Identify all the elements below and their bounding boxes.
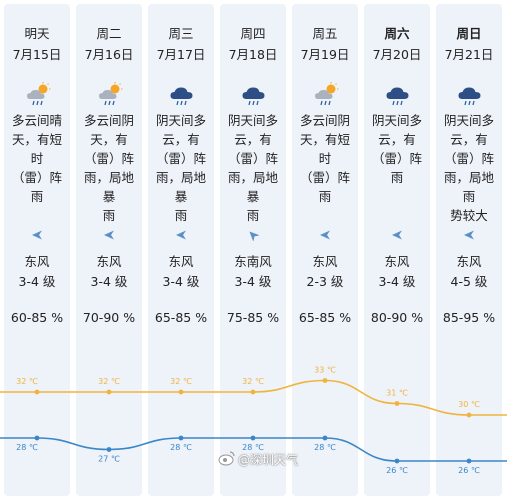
weather-description: 阴天间多 云，有 （雷）阵 雨，局地雨 势较大	[443, 113, 494, 223]
weather-description: 阴天间多 云，有 （雷）阵 雨，局地暴 雨	[155, 113, 206, 223]
high-temperature-label: 32 ℃	[170, 377, 192, 386]
cloud-rain-icon	[168, 82, 196, 106]
low-temperature-point	[106, 447, 112, 452]
high-temperature-point	[394, 401, 400, 406]
low-temperature-point	[394, 458, 400, 464]
wind-level: 3-4 级	[234, 274, 272, 289]
wind-direction-arrow-icon	[175, 226, 187, 240]
partly-cloudy-rain-icon	[24, 82, 52, 106]
forecast-day-column: 周五 7月19日多云间阴 天，有短时 （雷）阵雨东风 2-3 级 65-85 %	[292, 4, 358, 496]
low-temperature-label: 28 ℃	[242, 443, 264, 452]
high-temperature-label: 32 ℃	[242, 377, 264, 386]
wind-level: 3-4 级	[18, 274, 56, 289]
partly-cloudy-rain-icon	[312, 82, 340, 106]
date-label: 7月21日	[444, 47, 494, 62]
humidity: 60-85 %	[10, 310, 64, 325]
day-name: 周二	[96, 26, 122, 41]
humidity: 70-90 %	[82, 310, 136, 325]
low-temperature-label: 28 ℃	[16, 443, 38, 452]
wind-direction-arrow-icon	[31, 226, 43, 240]
forecast-day-column: 明天 7月15日多云间晴 天，有短时 （雷）阵雨东风 3-4 级 60-85 %	[4, 4, 70, 496]
humidity: 80-90 %	[370, 310, 424, 325]
partly-cloudy-rain-icon	[96, 82, 124, 106]
wind-direction: 东风	[384, 254, 410, 269]
wind-direction-arrow-icon	[247, 226, 260, 242]
high-temperature-point	[178, 389, 184, 395]
date-label: 7月15日	[12, 47, 62, 62]
high-temperature-point	[34, 389, 40, 395]
date-label: 7月17日	[156, 47, 206, 62]
wind-direction-arrow-icon	[391, 226, 403, 240]
humidity: 85-95 %	[442, 310, 496, 325]
low-temperature-point	[34, 435, 40, 441]
wind-direction-arrow-icon	[463, 226, 475, 240]
cloud-rain-icon	[384, 82, 412, 106]
cloud-rain-icon	[456, 82, 484, 106]
high-temperature-point	[466, 412, 472, 418]
wind-direction: 东风	[456, 254, 482, 269]
wind-direction: 东南风	[234, 254, 272, 269]
date-label: 7月18日	[228, 47, 278, 62]
high-temperature-label: 33 ℃	[314, 366, 336, 375]
forecast-day-column: 周三 7月17日阴天间多 云，有 （雷）阵 雨，局地暴 雨东风 3-4 级 65-85…	[148, 4, 214, 496]
date-label: 7月19日	[300, 47, 350, 62]
low-temperature-label: 27 ℃	[98, 455, 120, 464]
weather-description: 多云间阴 天，有短时 （雷）阵雨	[299, 113, 350, 204]
weather-description: 阴天间多 云，有 （雷）阵雨	[371, 113, 422, 185]
humidity: 65-85 %	[154, 310, 208, 325]
forecast-day-column: 周二 7月16日多云间阴 天，有 （雷）阵 雨，局地暴 雨东风 3-4 级 70-90…	[76, 4, 142, 496]
humidity: 75-85 %	[226, 310, 280, 325]
forecast-day-column: 周六 7月20日阴天间多 云，有 （雷）阵雨东风 3-4 级 80-90 %	[364, 4, 430, 496]
day-name: 周五	[312, 26, 338, 41]
high-temperature-point	[322, 378, 328, 383]
watermark: @深圳天气	[238, 453, 299, 467]
low-temperature-point	[322, 435, 328, 441]
forecast-day-column: 周四 7月18日阴天间多 云，有 （雷）阵 雨，局地暴 雨东南风 3-4 级 75-8…	[220, 4, 286, 496]
low-temperature-label: 28 ℃	[314, 443, 336, 452]
wind-direction: 东风	[24, 254, 50, 269]
low-temperature-point	[250, 435, 256, 441]
day-name: 明天	[24, 26, 50, 41]
weather-description: 多云间晴 天，有短时 （雷）阵雨	[11, 113, 62, 204]
weather-description: 阴天间多 云，有 （雷）阵 雨，局地暴 雨	[227, 113, 278, 223]
wind-direction-arrow-icon	[319, 226, 331, 240]
high-temperature-label: 31 ℃	[386, 389, 408, 398]
day-name: 周三	[168, 26, 194, 41]
date-label: 7月16日	[84, 47, 134, 62]
low-temperature-label: 28 ℃	[170, 443, 192, 452]
high-temperature-point	[106, 389, 112, 395]
wind-direction: 东风	[96, 254, 122, 269]
wind-level: 2-3 级	[306, 274, 344, 289]
wind-level: 3-4 级	[90, 274, 128, 289]
weibo-logo-icon	[218, 451, 235, 466]
cloud-rain-icon	[240, 82, 268, 106]
high-temperature-label: 32 ℃	[98, 377, 120, 386]
high-temperature-point	[250, 389, 256, 395]
wind-level: 4-5 级	[450, 274, 488, 289]
wind-level: 3-4 级	[378, 274, 416, 289]
wind-direction-arrow-icon	[103, 226, 115, 240]
forecast-day-column: 周日 7月21日阴天间多 云，有 （雷）阵 雨，局地雨 势较大东风 4-5 级 85-…	[436, 4, 502, 496]
day-name: 周六	[384, 26, 410, 41]
low-temperature-point	[178, 435, 184, 441]
humidity: 65-85 %	[298, 310, 352, 325]
day-name: 周日	[456, 26, 482, 41]
high-temperature-label: 30 ℃	[458, 400, 480, 409]
low-temperature-label: 26 ℃	[458, 466, 480, 475]
low-temperature-point	[466, 458, 472, 464]
day-name: 周四	[240, 26, 266, 41]
date-label: 7月20日	[372, 47, 422, 62]
low-temperature-label: 26 ℃	[386, 466, 408, 475]
high-temperature-label: 32 ℃	[16, 377, 38, 386]
wind-level: 3-4 级	[162, 274, 200, 289]
wind-direction: 东风	[312, 254, 338, 269]
wind-direction: 东风	[168, 254, 194, 269]
weather-description: 多云间阴 天，有 （雷）阵 雨，局地暴 雨	[83, 113, 134, 223]
